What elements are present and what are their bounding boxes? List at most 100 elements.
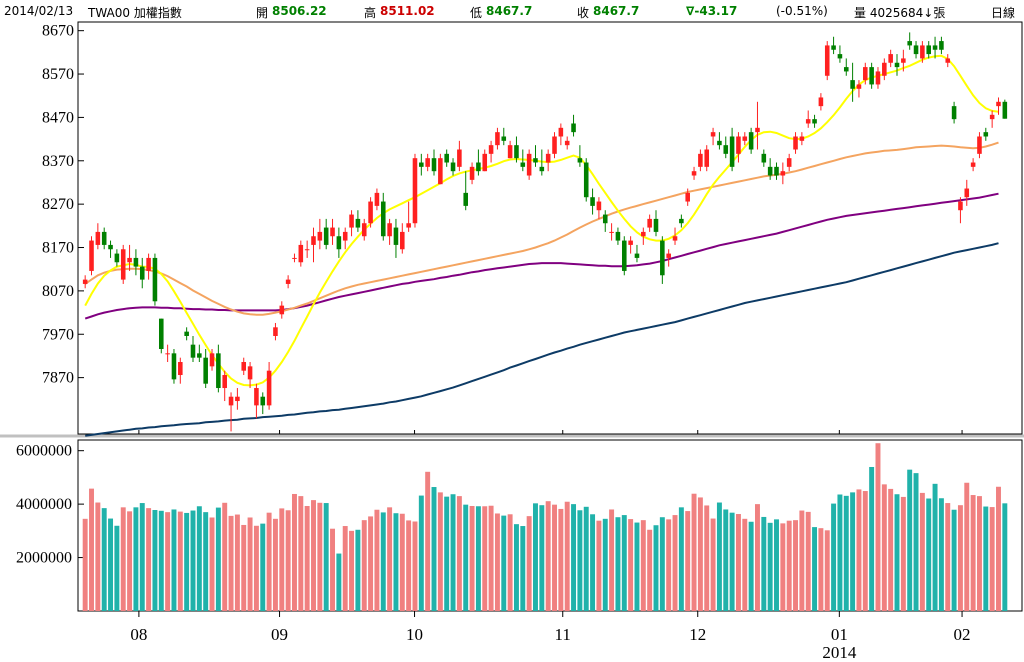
volume-bar: [824, 530, 830, 611]
candlestick: [304, 240, 310, 258]
candlestick: [780, 162, 786, 185]
volume-bar: [583, 506, 589, 611]
candlestick: [374, 188, 380, 211]
volume-bar: [393, 513, 399, 611]
candle-body: [977, 136, 982, 154]
candlestick: [729, 127, 735, 172]
candle-body: [774, 166, 779, 176]
candle-body: [400, 231, 405, 250]
price-tick-label: 7970: [42, 326, 74, 343]
change-value: ∇-43.17: [686, 4, 738, 18]
volume-bar: [139, 503, 145, 611]
candle-body: [729, 136, 735, 167]
candlestick: [298, 240, 304, 267]
volume-bar: [209, 517, 215, 611]
candle-body: [463, 192, 469, 206]
price-tick-label: 8070: [42, 283, 74, 300]
candlestick: [425, 153, 430, 172]
volume-bar: [469, 505, 475, 611]
candle-body: [260, 396, 266, 406]
candle-body: [387, 223, 392, 237]
candlestick: [793, 132, 798, 154]
month-label: 09: [271, 625, 288, 644]
volume-bar: [983, 506, 989, 611]
candlestick: [406, 201, 411, 232]
candlestick: [723, 136, 729, 159]
volume-bar: [558, 508, 564, 611]
candlestick: [571, 114, 576, 137]
volume-bar: [361, 520, 367, 611]
volume-bar: [89, 488, 94, 611]
candlestick: [907, 32, 912, 50]
candle-body: [108, 244, 113, 250]
candlestick: [666, 249, 671, 267]
month-label: 08: [130, 625, 147, 644]
change-percent: (-0.51%): [776, 4, 828, 18]
volume-bar: [253, 525, 259, 611]
candle-body: [514, 145, 519, 159]
candlestick: [342, 227, 348, 250]
candlestick: [203, 348, 208, 389]
candlestick: [767, 158, 773, 180]
volume-bar: [945, 503, 951, 611]
candlestick: [95, 223, 101, 250]
candlestick: [228, 392, 234, 432]
volume-bar: [856, 489, 862, 611]
high-value: 8511.02: [380, 4, 435, 18]
volume-bar: [291, 493, 297, 611]
candlestick: [127, 244, 132, 271]
candle-body: [520, 162, 526, 167]
candlestick: [355, 210, 361, 232]
price-tick-label: 8370: [42, 153, 74, 170]
candle-body: [577, 158, 583, 163]
candlestick: [158, 318, 164, 354]
volume-bar: [590, 514, 596, 611]
candlestick: [926, 41, 932, 59]
volume-bar: [875, 443, 881, 611]
candle-body: [793, 136, 798, 150]
candlestick: [444, 149, 449, 167]
candlestick: [120, 244, 126, 284]
year-label: 2014: [822, 643, 857, 662]
candle-body: [945, 58, 951, 63]
candle-body: [412, 158, 418, 224]
candlestick: [545, 149, 551, 172]
candlestick: [641, 227, 646, 245]
candle-body: [133, 257, 139, 267]
volume-bars: [82, 443, 1008, 611]
ma20-line: [84, 141, 999, 316]
candle-body: [564, 140, 570, 146]
volume-bar: [431, 487, 437, 611]
candle-body: [634, 253, 640, 258]
candlestick: [609, 223, 614, 241]
candle-body: [425, 158, 430, 167]
candle-body: [146, 257, 151, 271]
candlestick: [323, 218, 329, 250]
candlestick: [520, 149, 526, 172]
volume-bar: [165, 512, 171, 611]
candle-body: [368, 201, 373, 224]
volume-tick-label: 2000000: [16, 550, 72, 567]
volume-bar: [387, 507, 393, 611]
candlestick: [901, 49, 906, 72]
candlestick: [393, 218, 399, 258]
candlestick: [260, 392, 266, 415]
month-label: 12: [689, 625, 706, 644]
candle-body: [82, 279, 88, 284]
candle-body: [120, 249, 126, 280]
candlestick: [882, 58, 887, 81]
candle-body: [932, 45, 938, 50]
candle-body: [139, 266, 145, 280]
price-axis: 8670 8570 8470 8370 8270 8170 8070 7970 7870: [42, 23, 84, 387]
volume-bar: [786, 520, 792, 611]
volume-bar: [412, 521, 418, 611]
volume-bar: [640, 520, 646, 611]
volume-bar: [475, 506, 481, 611]
candlestick: [463, 171, 469, 211]
volume-bar: [989, 507, 995, 611]
candlestick: [241, 357, 247, 376]
volume-bar: [203, 512, 209, 611]
candlestick: [742, 132, 748, 146]
candle-body: [501, 136, 507, 141]
candlestick: [101, 227, 107, 250]
